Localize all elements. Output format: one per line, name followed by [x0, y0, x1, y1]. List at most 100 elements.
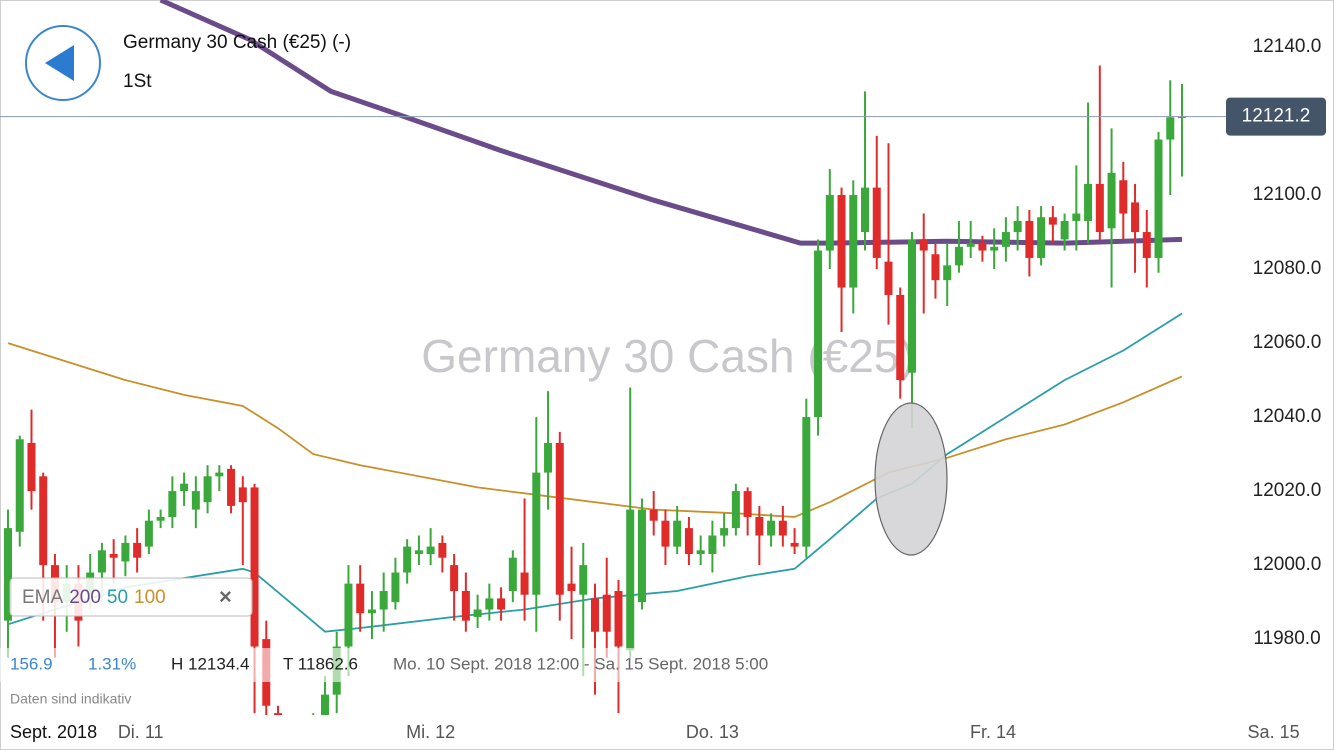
candle-body [966, 243, 975, 247]
candle-body [708, 535, 717, 555]
candle-body [274, 713, 283, 715]
date-range: Mo. 10 Sept. 2018 12:00 - Sa. 15 Sept. 2… [393, 654, 768, 673]
candle-body [555, 442, 564, 595]
candle-body [696, 550, 705, 555]
candle-body [1084, 183, 1093, 221]
candle-body [755, 517, 764, 536]
candle-body [743, 491, 752, 518]
back-icon[interactable] [45, 45, 74, 81]
candle-body [602, 594, 611, 632]
legend-entry: 50 [107, 587, 128, 608]
candle-body [250, 487, 259, 647]
legend-entry: 200 [69, 587, 101, 608]
legend: EMA 200 50 100 [22, 587, 166, 608]
candle-body [849, 195, 858, 288]
candle-body [637, 509, 646, 603]
candle-body [907, 239, 916, 373]
candle-body [1037, 217, 1046, 258]
candle-body [1166, 117, 1175, 140]
candle-body [790, 542, 799, 547]
candle-body [567, 583, 576, 592]
candle-body [767, 520, 776, 536]
candle-body [485, 598, 494, 610]
y-tick-label: 12140.0 [1253, 36, 1322, 57]
candle-body [367, 609, 376, 614]
candle-body [508, 557, 517, 592]
candle-body [802, 417, 811, 547]
candle-body [391, 572, 400, 603]
candle-body [203, 476, 212, 503]
candle-body [872, 187, 881, 258]
candle-body [1095, 183, 1104, 233]
candle-body [520, 572, 529, 595]
y-tick-label: 12100.0 [1253, 184, 1322, 205]
period-bg [4, 717, 116, 747]
x-tick-label: Do. 13 [686, 722, 739, 742]
disclaimer: Daten sind indikativ [10, 691, 131, 707]
candle-body [626, 509, 635, 651]
y-tick-label: 12060.0 [1253, 332, 1322, 353]
candle-body [1154, 139, 1163, 258]
annotation-ellipse [874, 402, 948, 556]
candle-body [931, 254, 940, 281]
candle-body [414, 550, 423, 555]
legend-indicator: EMA [22, 587, 64, 608]
price-tag-label: 12121.2 [1242, 106, 1311, 127]
candle-body [15, 439, 24, 532]
y-tick-label: 12000.0 [1253, 554, 1322, 575]
candle-body [778, 520, 787, 536]
x-tick-label: Fr. 14 [970, 722, 1016, 742]
candle-body [720, 528, 729, 536]
candle-body [1001, 232, 1010, 247]
candle-body [156, 517, 165, 521]
candle-body [461, 591, 470, 621]
high: H 12134.4 [171, 654, 249, 673]
y-tick-label: 11980.0 [1253, 628, 1320, 649]
period-label: Sept. 2018 [10, 722, 97, 742]
candle-body [591, 598, 599, 632]
candle-body [438, 542, 447, 558]
candle-body [497, 598, 506, 610]
candle-body [1107, 172, 1116, 229]
candle-body [215, 472, 224, 477]
legend-entry: 100 [134, 587, 166, 608]
candle-body [450, 565, 459, 592]
legend-box [9, 577, 253, 617]
y-tick-label: 12080.0 [1253, 258, 1322, 279]
candle-body [426, 546, 435, 555]
candle-body [1013, 220, 1022, 233]
watermark: Germany 30 Cash (€25) [421, 330, 914, 382]
ema-line [159, 0, 1183, 246]
candle-body [227, 468, 236, 506]
candle-body [896, 294, 905, 381]
candle-body [109, 554, 118, 558]
candle-body [1131, 202, 1140, 233]
candle-body [825, 195, 834, 251]
candle-body [344, 583, 353, 647]
candle-body [684, 528, 693, 555]
interval: 1St [123, 71, 152, 92]
candle-body [191, 491, 200, 510]
change-pct: 1.31% [88, 654, 136, 673]
ema-line [7, 312, 1183, 633]
price-tag [1226, 97, 1326, 136]
legend-close[interactable]: × [219, 584, 232, 609]
candle-body [1072, 213, 1081, 221]
low: T 11862.6 [283, 654, 358, 673]
candle-body [320, 694, 329, 715]
candle-body [978, 243, 987, 251]
candle-body [133, 542, 142, 558]
candle-body [673, 520, 682, 547]
candle-body [1060, 220, 1069, 240]
candle-body [144, 520, 153, 547]
candle-body [614, 591, 623, 647]
x-tick-label: Di. 11 [118, 722, 164, 742]
candle-body [356, 583, 365, 614]
candle-body [4, 528, 12, 621]
candle-body [649, 509, 658, 521]
candle-body [238, 487, 247, 503]
candle-body [1025, 220, 1034, 258]
candle-body [532, 472, 541, 595]
